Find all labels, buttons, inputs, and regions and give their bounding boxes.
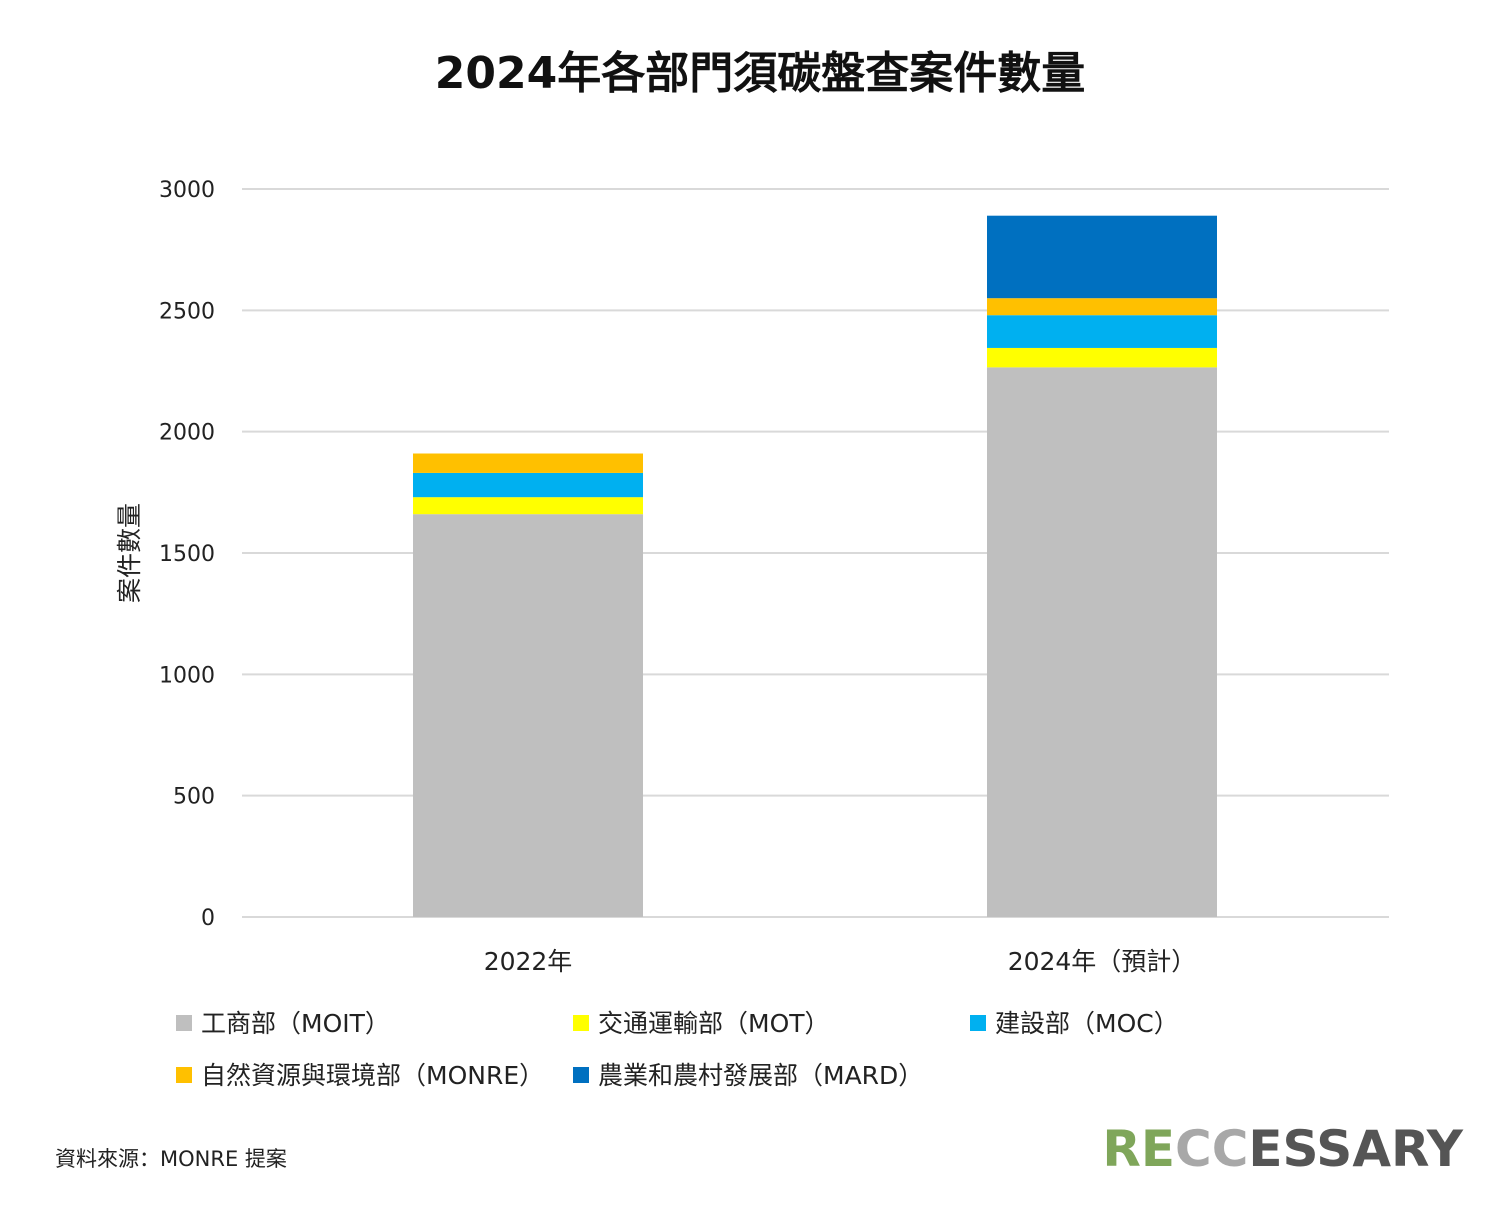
y-tick-label: 0 xyxy=(201,906,215,931)
y-tick-label: 2500 xyxy=(159,299,215,324)
legend-label: 建設部（MOC） xyxy=(995,1009,1179,1038)
x-axis-labels: 2022年 2024年（預計） xyxy=(484,947,1197,976)
y-tick-label: 500 xyxy=(173,785,215,810)
y-tick-label: 1500 xyxy=(159,542,215,567)
x-tick-label: 2022年 xyxy=(484,947,573,976)
x-tick-label: 2024年（預計） xyxy=(1008,947,1197,976)
legend-swatch xyxy=(970,1015,986,1031)
legend-swatch xyxy=(176,1015,192,1031)
bar-segment xyxy=(413,514,643,917)
logo-part: CC xyxy=(1175,1120,1248,1178)
bar-segment xyxy=(987,215,1217,299)
legend-swatch xyxy=(176,1067,192,1083)
legend-label: 交通運輸部（MOT） xyxy=(598,1009,830,1038)
reccessary-logo: RECCESSARY xyxy=(1102,1120,1463,1178)
logo-part: R xyxy=(1102,1120,1141,1178)
y-tick-label: 3000 xyxy=(159,178,215,203)
legend-swatch xyxy=(573,1067,589,1083)
bar-segment xyxy=(987,347,1217,368)
legend-label: 工商部（MOIT） xyxy=(201,1009,390,1038)
y-tick-label: 1000 xyxy=(159,663,215,688)
bar-segment xyxy=(987,298,1217,316)
source-note: 資料來源：MONRE 提案 xyxy=(55,1147,287,1171)
chart-title: 2024年各部門須碳盤查案件數量 xyxy=(435,48,1085,99)
legend-label: 農業和農村發展部（MARD） xyxy=(598,1061,923,1090)
y-axis-title: 案件數量 xyxy=(115,503,144,603)
bar-segment xyxy=(413,472,643,498)
y-axis-ticks: 0 500 1000 1500 2000 2500 3000 xyxy=(159,178,215,931)
bar-segment xyxy=(413,497,643,515)
logo-part: E xyxy=(1141,1120,1175,1178)
logo-part: ESSARY xyxy=(1248,1120,1463,1178)
bars xyxy=(413,215,1217,917)
legend: 工商部（MOIT） 交通運輸部（MOT） 建設部（MOC） 自然資源與環境部（MONR… xyxy=(176,1009,1179,1090)
legend-label: 自然資源與環境部（MONRE） xyxy=(201,1061,544,1090)
bar-segment xyxy=(987,315,1217,348)
y-tick-label: 2000 xyxy=(159,421,215,446)
bar-segment xyxy=(413,453,643,473)
legend-swatch xyxy=(573,1015,589,1031)
bar-segment xyxy=(987,367,1217,917)
